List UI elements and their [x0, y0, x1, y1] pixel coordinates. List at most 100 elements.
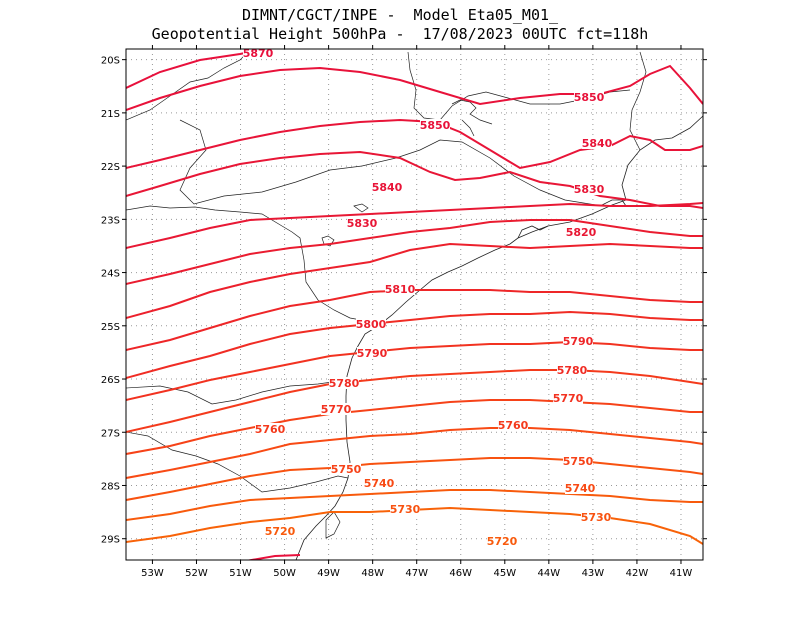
contour-5820: [126, 202, 703, 249]
contour-label-5750: 5750: [563, 455, 594, 468]
contour-5750: [126, 399, 703, 455]
lon-tick-label: 52W: [185, 568, 208, 579]
contour-label-5850: 5850: [420, 119, 451, 132]
contour-label-bg: [364, 477, 394, 489]
lat-tick-label: 21S: [101, 109, 120, 120]
lon-tick-label: 42W: [626, 568, 649, 579]
contour-label-5720: 5720: [487, 535, 518, 548]
lat-tick-label: 28S: [101, 481, 120, 492]
contour-lines: [126, 49, 703, 560]
lon-tick-label: 53W: [141, 568, 164, 579]
contour-labels: 5870 5850 5850 5840 5840 5830 5830 5820 5810 5800…: [243, 47, 613, 548]
contour-label-bg: [563, 335, 593, 347]
lon-tick-label: 51W: [229, 568, 252, 579]
lat-tick-label: 26S: [101, 375, 120, 386]
contour-5780: [126, 310, 703, 379]
contour-label-5760: 5760: [255, 423, 286, 436]
lake: [325, 511, 341, 539]
axis-ticks: 53W 52W 51W 50W 49W 48W 47W 46W 45W 44W 43W 42W 41W 2…: [101, 45, 707, 579]
contour-label-bg: [565, 482, 595, 494]
contour-label-bg: [487, 535, 517, 547]
contour-label-5830: 5830: [347, 217, 378, 230]
contour-5740: [126, 427, 703, 479]
state-border: [407, 51, 631, 121]
contour-label-bg: [255, 423, 285, 435]
lat-tick-label: 23S: [101, 215, 120, 226]
contour-5800: [126, 242, 703, 319]
contour-label-bg: [574, 183, 604, 195]
contour-label-bg: [553, 392, 583, 404]
map-frame: [125, 48, 704, 561]
contour-label-5720: 5720: [265, 525, 296, 538]
contour-5830: [126, 150, 703, 209]
state-border: [126, 431, 349, 493]
contour-5850: [126, 64, 703, 111]
contour-label-bg: [321, 403, 351, 415]
contour-label-bg: [390, 503, 420, 515]
contour-label-5850: 5850: [574, 91, 605, 104]
contour-label-5770: 5770: [321, 403, 352, 416]
contour-label-5810: 5810: [385, 283, 416, 296]
contour-label-5840: 5840: [582, 137, 613, 150]
lon-tick-label: 49W: [317, 568, 340, 579]
contour-label-bg: [582, 137, 612, 149]
lon-tick-label: 46W: [449, 568, 472, 579]
contour-5860: [126, 49, 261, 89]
coastline-bay: [517, 199, 627, 239]
state-border: [126, 49, 251, 121]
contour-5840: [126, 118, 703, 170]
contour-label-5790: 5790: [563, 335, 594, 348]
contour-label-bg: [581, 511, 611, 523]
lat-lon-grid: [126, 49, 703, 560]
contour-label-5750: 5750: [331, 463, 362, 476]
chart-title-line2: Geopotential Height 500hPa - 17/08/2023 …: [151, 25, 649, 43]
coastline: [295, 115, 703, 560]
lon-tick-label: 44W: [538, 568, 561, 579]
contour-label-5820: 5820: [566, 226, 597, 239]
contour-label-5730: 5730: [581, 511, 612, 524]
lon-tick-label: 47W: [405, 568, 428, 579]
lon-tick-label: 43W: [582, 568, 605, 579]
contour-label-bg: [566, 226, 596, 238]
contour-label-bg: [563, 455, 593, 467]
state-border: [126, 379, 347, 405]
contour-label-bg: [372, 181, 402, 193]
contour-5720: [126, 489, 703, 521]
contour-5870: [245, 554, 301, 560]
contour-label-bg: [331, 463, 361, 475]
contour-5730: [126, 457, 703, 501]
contour-5710: [126, 506, 703, 545]
contour-label-5870: 5870: [243, 47, 274, 60]
contour-label-bg: [498, 419, 528, 431]
contour-label-bg: [329, 377, 359, 389]
state-border: [629, 51, 647, 151]
lat-tick-label: 27S: [101, 428, 120, 439]
lon-tick-label: 45W: [493, 568, 516, 579]
lat-tick-label: 29S: [101, 535, 120, 546]
lat-tick-label: 20S: [101, 56, 120, 67]
contour-5790: [126, 289, 703, 351]
contour-label-5770: 5770: [553, 392, 584, 405]
contour-label-bg: [357, 347, 387, 359]
lake: [353, 203, 369, 213]
contour-label-bg: [243, 47, 273, 59]
lon-tick-label: 41W: [670, 568, 693, 579]
contour-label-bg: [356, 318, 386, 330]
lat-tick-label: 24S: [101, 269, 120, 280]
contour-label-5830: 5830: [574, 183, 605, 196]
contour-label-5740: 5740: [364, 477, 395, 490]
chart-title-line1: DIMNT/CGCT/INPE - Model Eta05_M01_: [241, 6, 559, 24]
contour-5810: [126, 219, 703, 285]
contour-label-bg: [420, 119, 450, 131]
contour-label-5760: 5760: [498, 419, 529, 432]
lake: [451, 99, 493, 137]
contour-label-bg: [557, 364, 587, 376]
contour-label-5780: 5780: [329, 377, 360, 390]
contour-label-5780: 5780: [557, 364, 588, 377]
lat-tick-label: 22S: [101, 162, 120, 173]
contour-label-bg: [385, 283, 415, 295]
contour-label-5800: 5800: [356, 318, 387, 331]
lon-tick-label: 48W: [361, 568, 384, 579]
contour-label-bg: [574, 91, 604, 103]
